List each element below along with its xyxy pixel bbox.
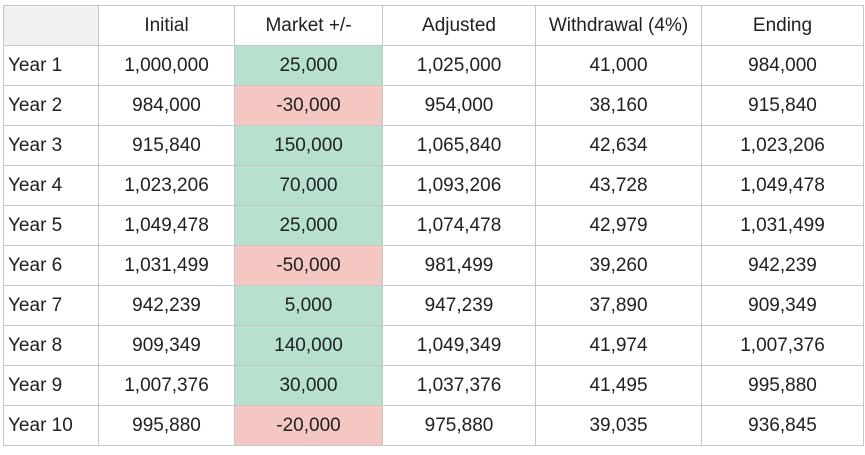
adjusted-cell[interactable]: 1,093,206 <box>382 165 536 206</box>
table-row: Year 8 909,349 140,000 1,049,349 41,974 1,007… <box>3 325 864 366</box>
initial-cell[interactable]: 984,000 <box>98 85 235 126</box>
ending-cell[interactable]: 995,880 <box>701 365 864 406</box>
market-cell[interactable]: 150,000 <box>234 125 383 166</box>
withdrawal-cell[interactable]: 41,974 <box>535 325 702 366</box>
year-label-cell[interactable]: Year 8 <box>3 325 99 366</box>
withdrawal-cell[interactable]: 42,634 <box>535 125 702 166</box>
year-label-cell[interactable]: Year 10 <box>3 405 99 446</box>
market-cell[interactable]: -30,000 <box>234 85 383 126</box>
withdrawal-cell[interactable]: 41,000 <box>535 45 702 86</box>
ending-cell[interactable]: 984,000 <box>701 45 864 86</box>
initial-cell[interactable]: 915,840 <box>98 125 235 166</box>
withdrawal-table: Initial Market +/- Adjusted Withdrawal (… <box>3 5 864 446</box>
table-row: Year 1 1,000,000 25,000 1,025,000 41,000 984,… <box>3 45 864 86</box>
year-label-cell[interactable]: Year 7 <box>3 285 99 326</box>
market-cell[interactable]: -50,000 <box>234 245 383 286</box>
withdrawal-cell[interactable]: 37,890 <box>535 285 702 326</box>
withdrawal-cell[interactable]: 41,495 <box>535 365 702 406</box>
adjusted-cell[interactable]: 1,074,478 <box>382 205 536 246</box>
ending-cell[interactable]: 915,840 <box>701 85 864 126</box>
table-row: Year 5 1,049,478 25,000 1,074,478 42,979 1,03… <box>3 205 864 246</box>
table-row: Year 3 915,840 150,000 1,065,840 42,634 1,023… <box>3 125 864 166</box>
initial-cell[interactable]: 1,031,499 <box>98 245 235 286</box>
ending-cell[interactable]: 1,049,478 <box>701 165 864 206</box>
market-cell[interactable]: 25,000 <box>234 205 383 246</box>
table-row: Year 9 1,007,376 30,000 1,037,376 41,495 995,… <box>3 365 864 406</box>
table-body: Year 1 1,000,000 25,000 1,025,000 41,000 984,… <box>3 45 864 446</box>
header-adjusted[interactable]: Adjusted <box>382 5 536 46</box>
header-withdrawal[interactable]: Withdrawal (4%) <box>535 5 702 46</box>
adjusted-cell[interactable]: 1,049,349 <box>382 325 536 366</box>
header-row: Initial Market +/- Adjusted Withdrawal (… <box>3 5 864 46</box>
withdrawal-cell[interactable]: 43,728 <box>535 165 702 206</box>
ending-cell[interactable]: 1,031,499 <box>701 205 864 246</box>
header-ending[interactable]: Ending <box>701 5 864 46</box>
year-label-cell[interactable]: Year 2 <box>3 85 99 126</box>
adjusted-cell[interactable]: 975,880 <box>382 405 536 446</box>
year-label-cell[interactable]: Year 5 <box>3 205 99 246</box>
withdrawal-cell[interactable]: 38,160 <box>535 85 702 126</box>
table-row: Year 2 984,000 -30,000 954,000 38,160 915,840 <box>3 85 864 126</box>
market-cell[interactable]: 30,000 <box>234 365 383 406</box>
withdrawal-cell[interactable]: 42,979 <box>535 205 702 246</box>
adjusted-cell[interactable]: 954,000 <box>382 85 536 126</box>
year-label-cell[interactable]: Year 1 <box>3 45 99 86</box>
market-cell[interactable]: 5,000 <box>234 285 383 326</box>
initial-cell[interactable]: 909,349 <box>98 325 235 366</box>
initial-cell[interactable]: 1,007,376 <box>98 365 235 406</box>
ending-cell[interactable]: 1,023,206 <box>701 125 864 166</box>
ending-cell[interactable]: 1,007,376 <box>701 325 864 366</box>
initial-cell[interactable]: 1,023,206 <box>98 165 235 206</box>
table-row: Year 6 1,031,499 -50,000 981,499 39,260 942,2… <box>3 245 864 286</box>
table-header: Initial Market +/- Adjusted Withdrawal (… <box>3 5 864 46</box>
ending-cell[interactable]: 909,349 <box>701 285 864 326</box>
header-initial[interactable]: Initial <box>98 5 235 46</box>
table-row: Year 10 995,880 -20,000 975,880 39,035 936,84… <box>3 405 864 446</box>
initial-cell[interactable]: 1,049,478 <box>98 205 235 246</box>
initial-cell[interactable]: 995,880 <box>98 405 235 446</box>
adjusted-cell[interactable]: 1,025,000 <box>382 45 536 86</box>
corner-cell[interactable] <box>3 5 99 46</box>
adjusted-cell[interactable]: 947,239 <box>382 285 536 326</box>
year-label-cell[interactable]: Year 9 <box>3 365 99 406</box>
adjusted-cell[interactable]: 1,065,840 <box>382 125 536 166</box>
adjusted-cell[interactable]: 1,037,376 <box>382 365 536 406</box>
ending-cell[interactable]: 936,845 <box>701 405 864 446</box>
year-label-cell[interactable]: Year 3 <box>3 125 99 166</box>
withdrawal-cell[interactable]: 39,260 <box>535 245 702 286</box>
market-cell[interactable]: 70,000 <box>234 165 383 206</box>
initial-cell[interactable]: 942,239 <box>98 285 235 326</box>
market-cell[interactable]: 140,000 <box>234 325 383 366</box>
table-row: Year 4 1,023,206 70,000 1,093,206 43,728 1,04… <box>3 165 864 206</box>
header-market[interactable]: Market +/- <box>234 5 383 46</box>
initial-cell[interactable]: 1,000,000 <box>98 45 235 86</box>
table-row: Year 7 942,239 5,000 947,239 37,890 909,349 <box>3 285 864 326</box>
market-cell[interactable]: -20,000 <box>234 405 383 446</box>
market-cell[interactable]: 25,000 <box>234 45 383 86</box>
year-label-cell[interactable]: Year 6 <box>3 245 99 286</box>
withdrawal-cell[interactable]: 39,035 <box>535 405 702 446</box>
year-label-cell[interactable]: Year 4 <box>3 165 99 206</box>
adjusted-cell[interactable]: 981,499 <box>382 245 536 286</box>
ending-cell[interactable]: 942,239 <box>701 245 864 286</box>
